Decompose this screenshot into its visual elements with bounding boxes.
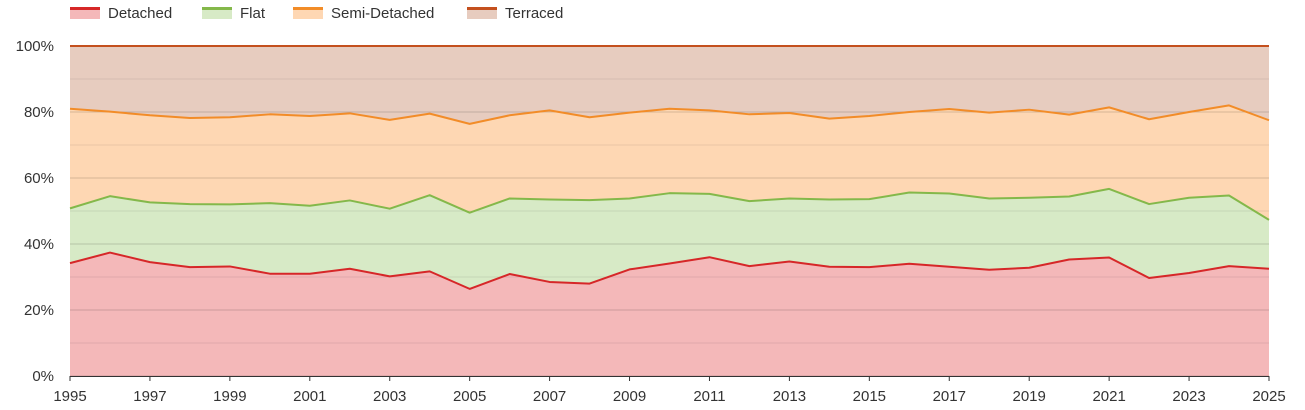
legend-swatch-flat [202, 7, 232, 19]
legend-label-flat: Flat [240, 4, 266, 22]
legend-swatch-terraced [467, 7, 497, 19]
legend-label-semi-detached: Semi-Detached [331, 4, 435, 22]
x-tick-label: 2003 [373, 388, 406, 405]
x-tick-label: 2013 [773, 388, 806, 405]
area-flat [70, 188, 1269, 289]
legend-label-detached: Detached [108, 4, 173, 22]
x-tick-label: 1995 [53, 388, 86, 405]
area-semi-detached [70, 105, 1269, 220]
x-tick-label: 2011 [693, 388, 725, 405]
line-detached [69, 251, 1270, 290]
y-tick-label: 0% [32, 368, 54, 385]
y-tick-label: 80% [24, 104, 54, 121]
legend-label-terraced: Terraced [505, 4, 564, 22]
x-tick-label: 2023 [1172, 388, 1205, 405]
y-tick-label: 60% [24, 170, 54, 187]
legend-item-flat[interactable]: Flat [202, 3, 265, 23]
x-tick-label: 2001 [293, 388, 326, 405]
line-flat [69, 187, 1270, 221]
x-tick-label: 2015 [853, 388, 886, 405]
axis-layer: 0% 20% 40% 60% 80% 100% 1995 1997 1999 2001 2003 20… [16, 38, 1286, 405]
x-tick-label: 1997 [133, 388, 166, 405]
x-tick-label: 1999 [213, 388, 246, 405]
area-detached [70, 252, 1269, 376]
x-tick-label: 2007 [533, 388, 566, 405]
y-tick-label: 40% [24, 236, 54, 253]
x-tick-label: 2009 [613, 388, 646, 405]
line-semi-detached [69, 104, 1270, 125]
y-tick-label: 20% [24, 302, 54, 319]
x-tick-label: 2025 [1252, 388, 1285, 405]
legend-swatch-semi-detached [293, 7, 323, 19]
y-tick-label: 100% [16, 38, 54, 55]
legend-item-terraced[interactable]: Terraced [467, 3, 563, 23]
x-tick-label: 2021 [1092, 388, 1125, 405]
area-layer [70, 46, 1269, 376]
x-tick-label: 2019 [1013, 388, 1046, 405]
legend-swatch-detached [70, 7, 100, 19]
x-tick-label: 2017 [933, 388, 966, 405]
legend-item-detached[interactable]: Detached [70, 3, 172, 23]
x-tick-label: 2005 [453, 388, 486, 405]
area-terraced [70, 46, 1269, 124]
legend-item-semi-detached[interactable]: Semi-Detached [293, 3, 434, 23]
line-layer [69, 45, 1270, 290]
